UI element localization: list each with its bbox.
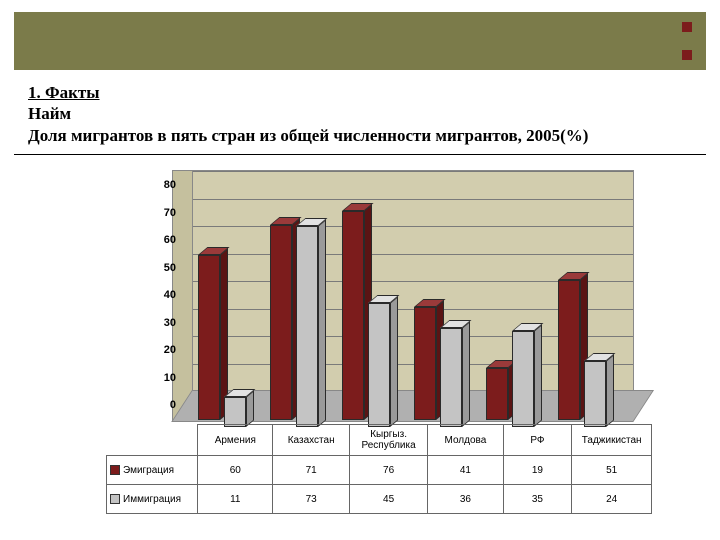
bar-Иммиграция xyxy=(440,328,462,427)
table-cell: 71 xyxy=(273,456,350,485)
table-cell: 45 xyxy=(349,485,427,514)
bar-Эмиграция xyxy=(342,211,364,420)
y-axis-label: 30 xyxy=(142,317,176,329)
bar-Эмиграция xyxy=(198,255,220,420)
bar-Эмиграция xyxy=(414,307,436,420)
bar-Иммиграция xyxy=(584,361,606,427)
bar-Иммиграция xyxy=(224,397,246,427)
y-axis-label: 10 xyxy=(142,372,176,384)
table-cell: 24 xyxy=(572,485,652,514)
migrant-share-chart: 01020304050607080 АрменияКазахстанКыргыз… xyxy=(92,170,652,510)
bar-Иммиграция xyxy=(296,226,318,427)
y-axis-label: 80 xyxy=(142,179,176,191)
table-cell: 41 xyxy=(428,456,503,485)
heading-rule xyxy=(14,154,706,155)
y-axis-label: 40 xyxy=(142,289,176,301)
legend-swatch xyxy=(110,465,120,475)
table-cell: 60 xyxy=(198,456,273,485)
y-axis-label: 20 xyxy=(142,344,176,356)
table-cell: 51 xyxy=(572,456,652,485)
table-corner xyxy=(107,425,198,456)
series-name: Иммиграция xyxy=(123,494,181,505)
table-column-header: Кыргыз. Республика xyxy=(349,425,427,456)
table-row-header: Эмиграция xyxy=(107,456,198,485)
slide-heading: 1. Факты Найм Доля мигрантов в пять стра… xyxy=(28,82,692,146)
bar-Эмиграция xyxy=(558,280,580,420)
legend-swatch xyxy=(110,494,120,504)
table-cell: 76 xyxy=(349,456,427,485)
y-axis-label: 70 xyxy=(142,207,176,219)
table-cell: 73 xyxy=(273,485,350,514)
heading-line2: Найм xyxy=(28,103,692,124)
y-axis-label: 0 xyxy=(142,399,176,411)
table-column-header: Казахстан xyxy=(273,425,350,456)
bar-Иммиграция xyxy=(368,303,390,427)
accent-square xyxy=(682,22,692,32)
table-cell: 11 xyxy=(198,485,273,514)
y-axis-label: 60 xyxy=(142,234,176,246)
heading-line3: Доля мигрантов в пять стран из общей чис… xyxy=(28,125,692,146)
chart-plot-area: 01020304050607080 xyxy=(192,170,632,420)
y-axis-label: 50 xyxy=(142,262,176,274)
table-column-header: Молдова xyxy=(428,425,503,456)
chart-data-table: АрменияКазахстанКыргыз. РеспубликаМолдов… xyxy=(106,424,652,514)
table-column-header: Таджикистан xyxy=(572,425,652,456)
table-column-header: РФ xyxy=(503,425,572,456)
table-column-header: Армения xyxy=(198,425,273,456)
series-name: Эмиграция xyxy=(123,465,174,476)
bar-Эмиграция xyxy=(486,368,508,420)
chart-bars-layer xyxy=(182,185,642,435)
accent-square xyxy=(682,50,692,60)
bar-Иммиграция xyxy=(512,331,534,427)
table-cell: 36 xyxy=(428,485,503,514)
heading-line1: 1. Факты xyxy=(28,82,692,103)
gridline xyxy=(193,171,633,172)
bar-Эмиграция xyxy=(270,225,292,420)
table-row-header: Иммиграция xyxy=(107,485,198,514)
decorative-band xyxy=(14,12,706,70)
table-cell: 35 xyxy=(503,485,572,514)
table-cell: 19 xyxy=(503,456,572,485)
